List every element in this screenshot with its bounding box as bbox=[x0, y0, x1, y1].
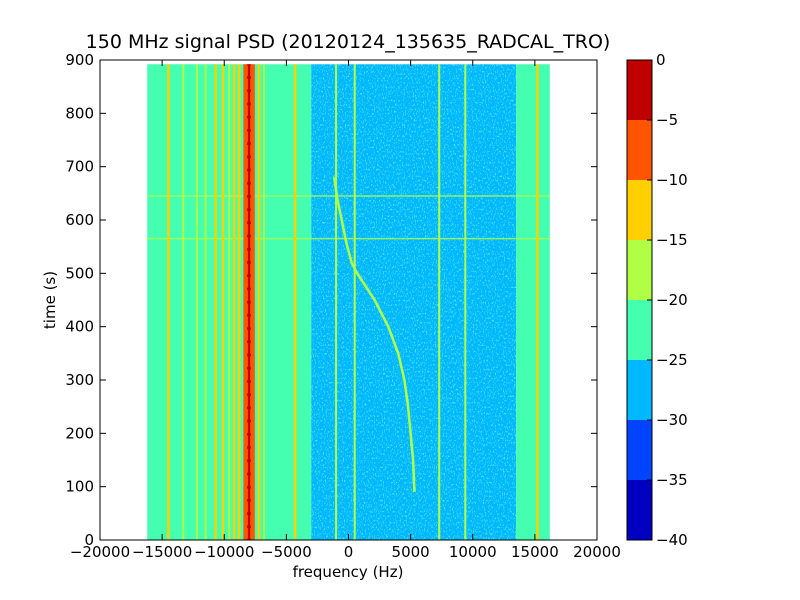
y-tick-label-10: 900 bbox=[65, 51, 94, 69]
y-tick-label-5: 400 bbox=[65, 318, 94, 336]
colorbar-segment-7 bbox=[627, 120, 652, 180]
colorbar-segment-5 bbox=[627, 240, 652, 300]
x-tick-label-4: −5000 bbox=[261, 543, 312, 561]
x-tick-label-9: 20000 bbox=[573, 543, 621, 561]
colorbar-label-9: 0 bbox=[656, 51, 666, 69]
region-3 bbox=[516, 64, 550, 540]
x-tick-label-6: 5000 bbox=[392, 543, 430, 561]
colorbar-segment-8 bbox=[627, 60, 652, 120]
colorbar-label-5: −20 bbox=[656, 291, 688, 309]
colorbar-segment-3 bbox=[627, 360, 652, 420]
chart-title: 150 MHz signal PSD (20120124_135635_RADC… bbox=[86, 31, 611, 53]
colorbar-label-7: −10 bbox=[656, 171, 688, 189]
colorbar-segment-2 bbox=[627, 420, 652, 480]
colorbar-label-8: −5 bbox=[656, 111, 678, 129]
y-tick-label-8: 700 bbox=[65, 158, 94, 176]
x-tick-label-8: 15000 bbox=[511, 543, 559, 561]
x-tick-label-2: −15000 bbox=[132, 543, 192, 561]
colorbar-segment-4 bbox=[627, 300, 652, 360]
colorbar-label-6: −15 bbox=[656, 231, 688, 249]
colorbar: −40 −35 −30 −25 −20 −15 −10 −5 0 bbox=[626, 51, 688, 549]
y-tick-label-7: 600 bbox=[65, 211, 94, 229]
spectrogram bbox=[147, 64, 550, 540]
x-tick-label-3: −10000 bbox=[194, 543, 254, 561]
y-tick-label-4: 300 bbox=[65, 371, 94, 389]
y-axis: 0 100 200 300 400 500 600 700 800 900 bbox=[65, 51, 597, 549]
y-tick-label-3: 200 bbox=[65, 424, 94, 442]
colorbar-label-2: −35 bbox=[656, 471, 688, 489]
y-tick-label-1: 0 bbox=[84, 531, 94, 549]
x-tick-label-7: 10000 bbox=[449, 543, 497, 561]
x-tick-label-5: 0 bbox=[344, 543, 354, 561]
colorbar-label-3: −30 bbox=[656, 411, 688, 429]
colorbar-segment-1 bbox=[627, 480, 652, 540]
colorbar-label-4: −25 bbox=[656, 351, 688, 369]
drifting-tone bbox=[332, 177, 416, 493]
x-axis-title: frequency (Hz) bbox=[293, 563, 404, 581]
colorbar-label-1: −40 bbox=[656, 531, 688, 549]
colorbar-segment-6 bbox=[627, 180, 652, 240]
y-axis-title: time (s) bbox=[41, 271, 59, 329]
y-tick-label-2: 100 bbox=[65, 478, 94, 496]
plot-area: −20000 −15000 −10000 −5000 0 5000 10000 15000 20… bbox=[65, 51, 621, 561]
x-tick-label-1: −20000 bbox=[70, 543, 130, 561]
y-tick-label-9: 800 bbox=[65, 104, 94, 122]
x-axis: −20000 −15000 −10000 −5000 0 5000 10000 15000 20… bbox=[70, 60, 621, 561]
y-tick-label-6: 500 bbox=[65, 264, 94, 282]
